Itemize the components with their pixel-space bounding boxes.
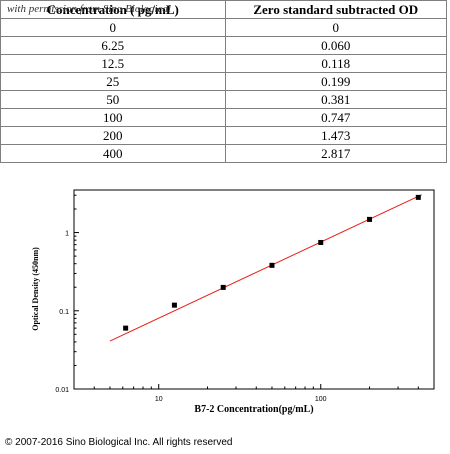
column-header-od: Zero standard subtracted OD xyxy=(224,0,448,19)
column-header-concentration: with permission from Sino Biological Conc… xyxy=(0,0,226,19)
data-point xyxy=(171,302,177,308)
x-tick-label: 10 xyxy=(155,396,163,403)
table-cell: 200 xyxy=(0,126,226,145)
table-cell: 0.060 xyxy=(224,36,448,55)
y-tick-label: 0.01 xyxy=(55,387,69,394)
table-cell: 2.817 xyxy=(224,144,448,163)
table-row: 100 0.747 xyxy=(0,108,448,127)
x-tick-label: 100 xyxy=(315,396,327,403)
points-layer xyxy=(123,194,421,331)
table-row: 400 2.817 xyxy=(0,144,448,163)
data-point xyxy=(269,262,275,268)
table-cell: 6.25 xyxy=(0,36,226,55)
table-cell: 0 xyxy=(0,18,226,37)
y-tick-label: 0.1 xyxy=(59,309,69,316)
data-point xyxy=(318,239,324,245)
ticks-layer: 10 100 0.01 0.1 1 xyxy=(55,194,435,403)
y-axis-label: Optical Density (450nm) xyxy=(31,247,40,331)
table-row: 25 0.199 xyxy=(0,72,448,91)
table-header-row: with permission from Sino Biological Conc… xyxy=(0,0,448,19)
table-cell: 25 xyxy=(0,72,226,91)
watermark-text: with permission from Sino Biological xyxy=(7,3,171,15)
data-point xyxy=(123,325,129,331)
table-cell: 0.118 xyxy=(224,54,448,73)
x-axis-label: B7-2 Concentration(pg/mL) xyxy=(194,404,313,415)
table-row: 200 1.473 xyxy=(0,126,448,145)
standard-curve-table: with permission from Sino Biological Conc… xyxy=(0,0,448,163)
table-cell: 400 xyxy=(0,144,226,163)
table-row: 12.5 0.118 xyxy=(0,54,448,73)
table-cell: 100 xyxy=(0,108,226,127)
data-point xyxy=(367,216,373,222)
data-point xyxy=(415,194,421,200)
table-cell: 0.199 xyxy=(224,72,448,91)
table-row: 50 0.381 xyxy=(0,90,448,109)
table-cell: 50 xyxy=(0,90,226,109)
fit-line xyxy=(109,194,422,342)
table-cell: 12.5 xyxy=(0,54,226,73)
table-cell: 0.381 xyxy=(224,90,448,109)
y-tick-label: 1 xyxy=(65,231,69,238)
plot-frame xyxy=(73,189,435,390)
data-point xyxy=(220,284,226,290)
table-row: 6.25 0.060 xyxy=(0,36,448,55)
copyright-text: © 2007-2016 Sino Biological Inc. All rig… xyxy=(5,437,233,448)
table-cell: 0.747 xyxy=(224,108,448,127)
table-cell: 1.473 xyxy=(224,126,448,145)
table-cell: 0 xyxy=(224,18,448,37)
